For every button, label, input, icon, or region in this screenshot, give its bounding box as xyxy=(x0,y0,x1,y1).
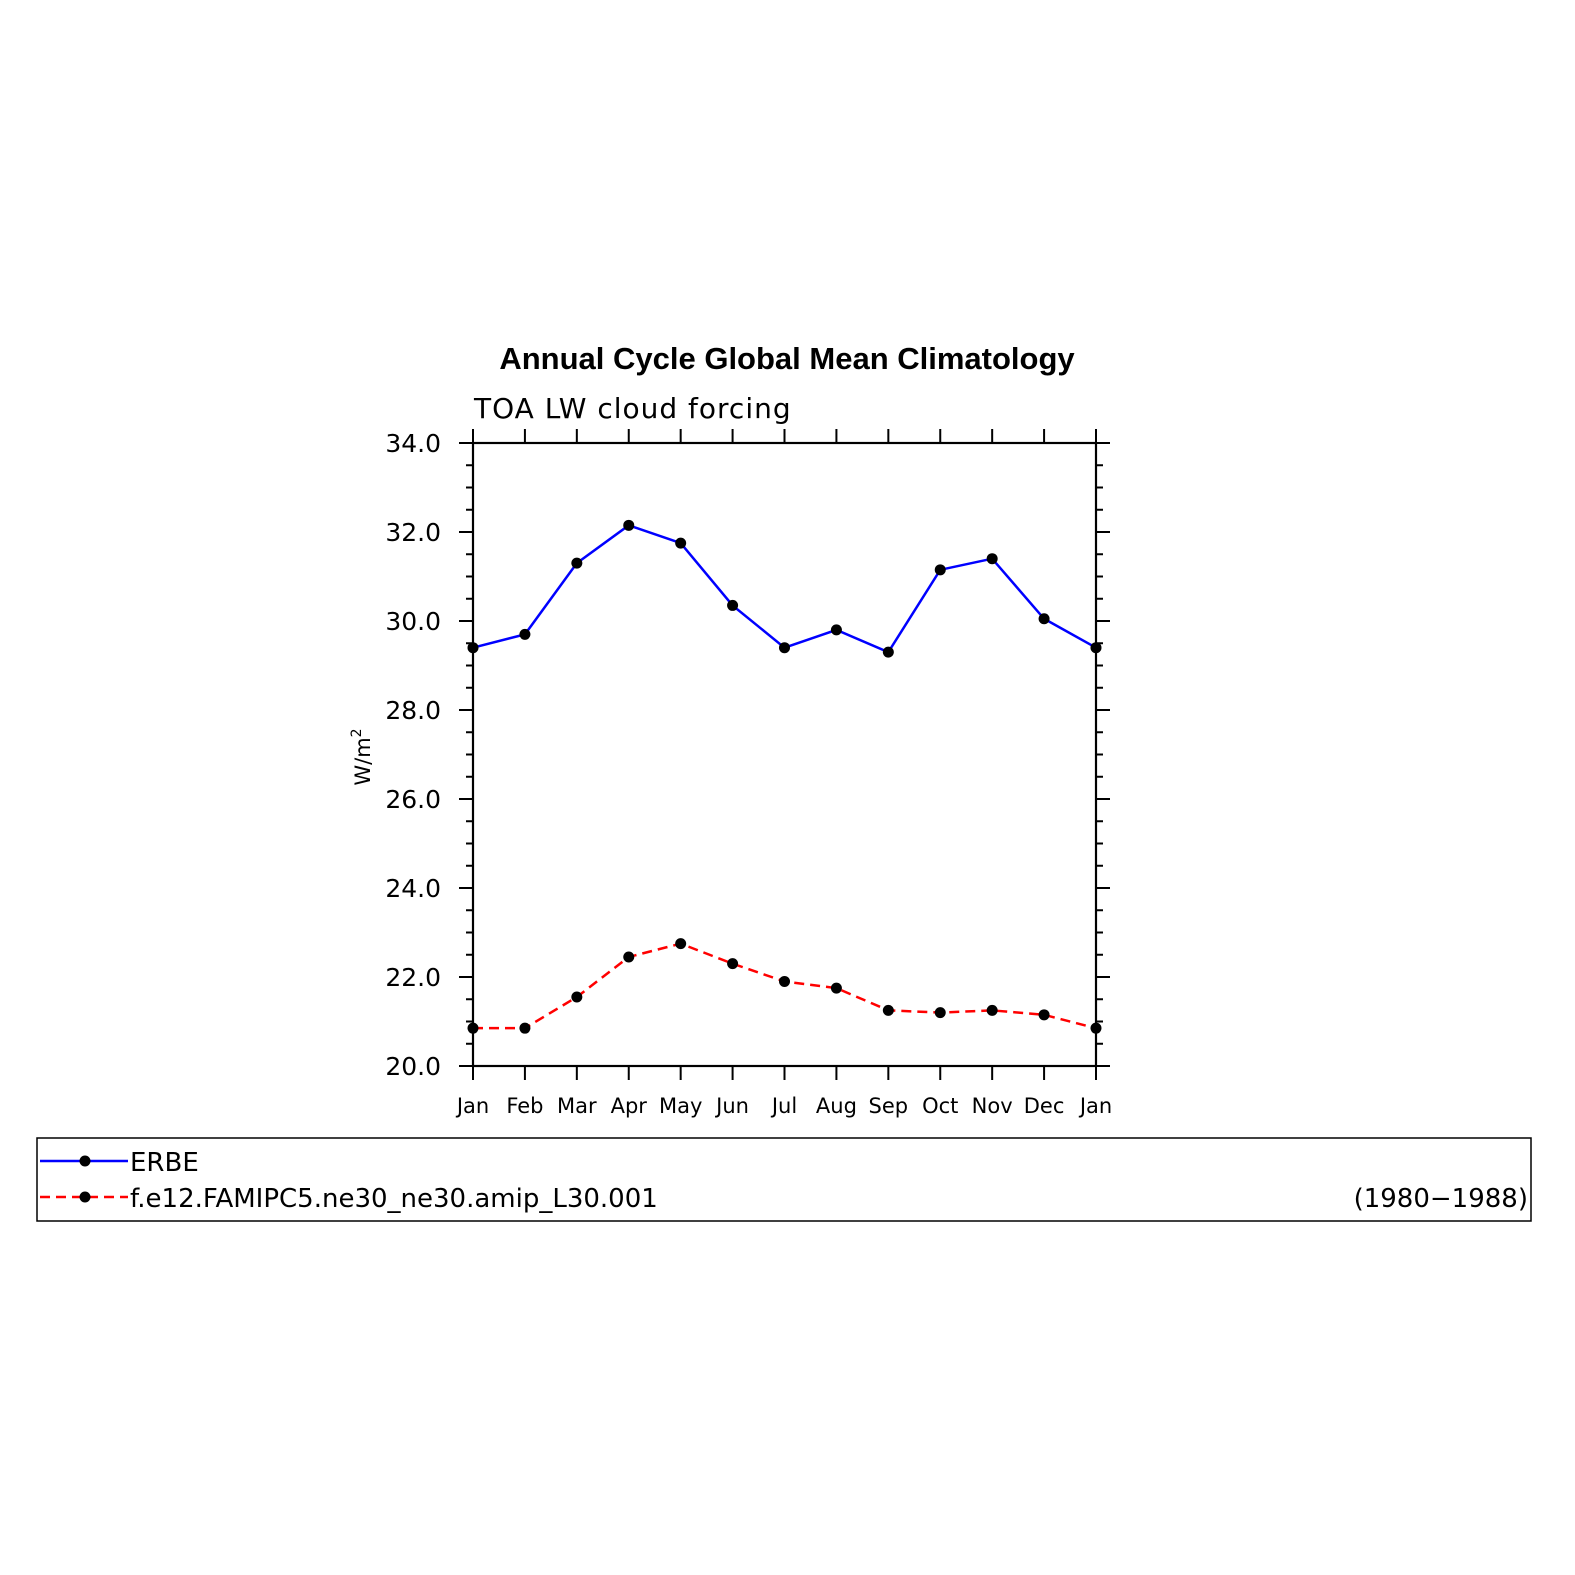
legend-marker-0 xyxy=(79,1155,91,1167)
data-point xyxy=(779,975,790,987)
data-point xyxy=(519,1022,531,1034)
data-point xyxy=(1038,1009,1050,1021)
data-point xyxy=(934,1007,946,1019)
legend-label-0: ERBE xyxy=(130,1148,199,1178)
y-axis-label-unit: W/m xyxy=(351,737,375,785)
x-tick-label: Jan xyxy=(1078,1094,1112,1118)
data-point xyxy=(467,1022,479,1034)
data-point xyxy=(830,982,842,994)
data-point xyxy=(467,642,479,654)
legend-box xyxy=(36,1137,1532,1222)
x-tick-label: Jul xyxy=(770,1094,797,1118)
data-point xyxy=(571,557,583,569)
y-tick-label: 24.0 xyxy=(385,874,441,903)
series-layer xyxy=(467,519,1102,1034)
y-tick-label: 34.0 xyxy=(385,429,441,458)
data-point xyxy=(1090,1022,1102,1034)
axes: 20.0 22.0 24.0 26.0 28.0 30.0 32.0 34.0 Jan Feb Ma… xyxy=(385,429,1112,1118)
x-tick-label: Jan xyxy=(455,1094,489,1118)
legend: ERBE f.e12.FAMIPC5.ne30_ne30.amip_L30.001 xyxy=(40,1148,658,1214)
x-tick-label: Aug xyxy=(816,1094,857,1118)
legend-period: (1980−1988) xyxy=(1354,1184,1528,1214)
data-point xyxy=(882,1004,894,1016)
series-line-0 xyxy=(472,523,1097,654)
y-tick-label: 30.0 xyxy=(385,607,441,636)
data-point xyxy=(571,991,583,1003)
data-point xyxy=(1038,613,1050,625)
y-tick-label: 20.0 xyxy=(385,1052,441,1081)
data-point xyxy=(519,628,531,640)
x-tick-label: Oct xyxy=(922,1094,958,1118)
x-tick-label: May xyxy=(659,1094,702,1118)
x-tick-label: Sep xyxy=(869,1094,909,1118)
x-tick-label: Apr xyxy=(611,1094,648,1118)
legend-label-1: f.e12.FAMIPC5.ne30_ne30.amip_L30.001 xyxy=(130,1184,658,1214)
y-tick-label: 26.0 xyxy=(385,785,441,814)
y-tick-label: 32.0 xyxy=(385,518,441,547)
data-point xyxy=(675,537,687,549)
plot-frame xyxy=(471,441,1098,1068)
chart-title: Annual Cycle Global Mean Climatology xyxy=(499,341,1075,376)
legend-marker-1 xyxy=(79,1191,91,1203)
data-point xyxy=(727,958,739,970)
data-point xyxy=(1090,642,1102,654)
x-tick-label: Nov xyxy=(972,1094,1013,1118)
data-point xyxy=(986,1004,998,1016)
data-point xyxy=(623,951,635,963)
x-tick-label: Dec xyxy=(1024,1094,1065,1118)
data-point xyxy=(934,564,946,576)
data-point xyxy=(882,646,894,658)
data-point xyxy=(623,519,635,531)
x-tick-label: Feb xyxy=(506,1094,543,1118)
data-point xyxy=(830,624,842,636)
x-tick-label: Jun xyxy=(714,1094,749,1118)
data-point xyxy=(779,642,790,654)
chart-subtitle: TOA LW cloud forcing xyxy=(473,392,792,425)
y-tick-label: 28.0 xyxy=(385,696,441,725)
data-point xyxy=(727,599,739,611)
y-tick-label: 22.0 xyxy=(385,963,441,992)
y-axis-label-superscript: 2 xyxy=(349,728,365,737)
x-tick-label: Mar xyxy=(557,1094,597,1118)
data-point xyxy=(675,938,687,950)
data-point xyxy=(986,553,998,565)
y-axis-label: W/m2 xyxy=(349,728,375,785)
